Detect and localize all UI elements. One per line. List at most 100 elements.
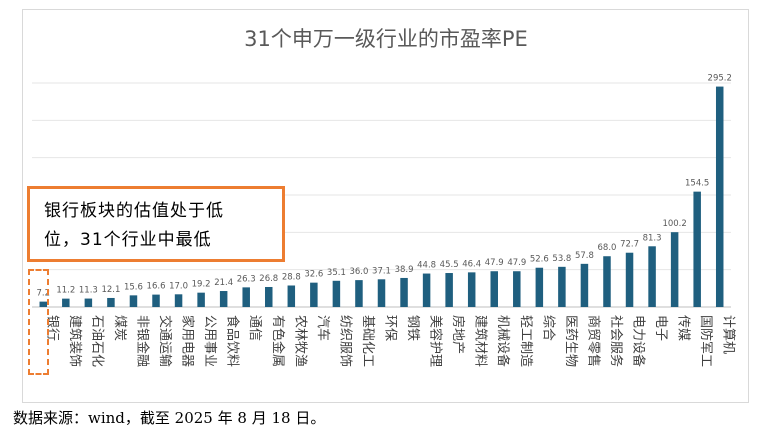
category-label: 环保 — [383, 315, 398, 341]
bar — [174, 294, 183, 307]
bar — [445, 273, 453, 307]
bar — [152, 294, 160, 307]
value-label: 47.9 — [485, 258, 504, 268]
value-label: 28.8 — [282, 272, 301, 282]
value-label: 44.8 — [417, 261, 436, 271]
category-label: 计算机 — [721, 315, 736, 354]
category-label: 家用电器 — [180, 315, 196, 367]
bar — [62, 298, 70, 307]
category-label: 通信 — [247, 315, 262, 341]
category-label: 石油石化 — [89, 315, 104, 367]
category-label: 建筑装饰 — [67, 315, 83, 367]
bar — [535, 267, 544, 307]
value-label: 37.1 — [372, 266, 391, 276]
category-label: 公用事业 — [202, 315, 217, 367]
value-label: 52.6 — [530, 255, 549, 265]
callout-line-2: 位，31个行业中最低 — [44, 230, 212, 250]
bar — [129, 295, 138, 307]
value-label: 72.7 — [620, 240, 639, 250]
bar — [648, 246, 656, 307]
bar — [693, 191, 701, 307]
value-label: 53.8 — [552, 254, 571, 264]
value-label: 17.0 — [169, 281, 188, 291]
callout-box: 银行板块的估值处于低 位，31个行业中最低 — [27, 186, 285, 262]
bar — [265, 286, 273, 307]
bar — [490, 271, 498, 307]
category-label: 基础化工 — [360, 315, 375, 367]
value-label: 295.2 — [708, 74, 732, 84]
category-label: 轻工制造 — [518, 315, 533, 367]
value-label: 47.9 — [507, 258, 526, 268]
category-label: 电子 — [653, 315, 668, 341]
category-label: 钢铁 — [405, 315, 420, 341]
value-label: 36.0 — [349, 267, 368, 277]
category-label: 机械设备 — [495, 315, 511, 367]
value-label: 46.4 — [462, 259, 481, 269]
bar — [355, 280, 363, 307]
bar — [715, 86, 724, 307]
bar — [422, 273, 431, 307]
bar — [580, 263, 589, 307]
category-label: 建筑材料 — [473, 315, 489, 367]
category-label: 汽车 — [315, 315, 331, 341]
value-label: 11.2 — [56, 286, 75, 296]
bar — [287, 285, 296, 307]
value-label: 26.3 — [237, 274, 256, 284]
category-label: 电力设备 — [631, 315, 647, 367]
bar — [84, 298, 93, 307]
category-label: 食品饮料 — [225, 315, 241, 367]
category-label: 商贸零售 — [585, 315, 601, 367]
bar — [400, 277, 408, 307]
value-label: 11.3 — [79, 286, 98, 296]
category-labels: 银行 建筑装饰 石油石化 煤炭 非银金融 交通运输 家用电器 公用事业 食品饮料 通信 有色金属 农林… — [44, 315, 735, 367]
category-label: 房地产 — [450, 315, 466, 354]
bar — [670, 232, 679, 307]
value-label: 21.4 — [214, 278, 233, 288]
source-note: 数据来源：wind，截至 2025 年 8 月 18 日。 — [13, 409, 326, 427]
bar — [377, 279, 386, 307]
value-label: 35.1 — [327, 268, 346, 278]
bars — [39, 86, 724, 307]
bar — [467, 272, 476, 307]
callout-line-1: 银行板块的估值处于低 — [44, 201, 224, 221]
bar — [197, 292, 205, 307]
category-label: 有色金属 — [270, 315, 286, 367]
value-label: 154.5 — [685, 179, 709, 189]
category-label: 煤炭 — [112, 315, 127, 341]
category-label: 纺织服饰 — [337, 315, 352, 367]
category-label: 社会服务 — [608, 315, 624, 367]
value-label: 45.5 — [440, 260, 459, 270]
bar — [219, 291, 228, 307]
category-label: 综合 — [540, 315, 555, 341]
value-label: 68.0 — [598, 243, 617, 253]
value-label: 15.6 — [124, 282, 143, 292]
category-label: 传媒 — [676, 315, 691, 341]
value-label: 32.6 — [304, 270, 323, 280]
value-label: 57.8 — [575, 251, 594, 261]
gridlines — [32, 82, 731, 308]
category-label: 国防军工 — [698, 315, 714, 367]
category-label: 非银金融 — [134, 315, 150, 367]
value-label: 16.6 — [147, 282, 166, 292]
value-label: 26.8 — [259, 274, 278, 284]
category-label: 农林牧渔 — [292, 315, 307, 367]
bank-highlight-box — [28, 269, 49, 375]
value-label: 12.1 — [101, 285, 120, 295]
bar — [603, 256, 611, 307]
bar — [625, 252, 634, 307]
value-label: 38.9 — [395, 265, 414, 275]
bar — [310, 282, 318, 307]
value-label: 81.3 — [643, 233, 662, 243]
bar — [39, 301, 48, 307]
value-label: 100.2 — [662, 219, 686, 229]
value-label: 19.2 — [192, 280, 211, 290]
bar — [107, 297, 115, 307]
bar — [242, 287, 250, 307]
category-label: 美容护理 — [428, 315, 444, 367]
bar — [513, 271, 521, 307]
bar — [332, 280, 341, 307]
value-labels: 7.2 11.2 11.3 12.1 15.6 16.6 17.0 19.2 21.4 26.3 2… — [37, 74, 732, 299]
value-label: 7.2 — [37, 289, 51, 299]
category-label: 交通运输 — [157, 315, 173, 367]
